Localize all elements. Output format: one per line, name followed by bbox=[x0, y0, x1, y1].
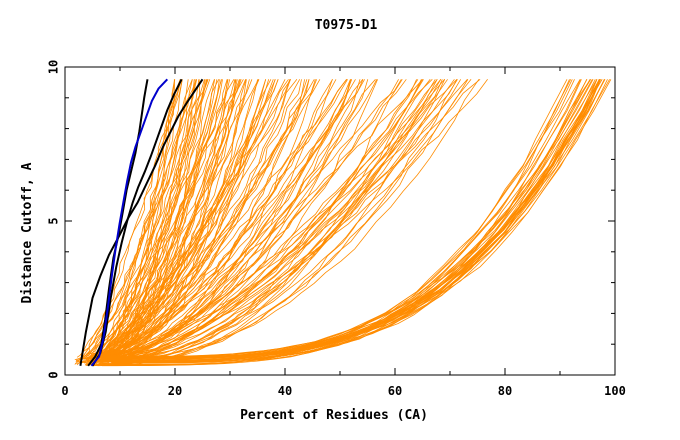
series-line bbox=[105, 79, 276, 356]
series-line bbox=[93, 79, 347, 361]
series-line bbox=[106, 79, 468, 358]
x-tick-label: 40 bbox=[278, 384, 292, 398]
series-line bbox=[99, 79, 591, 357]
highlight-line-4 bbox=[90, 78, 169, 367]
series-line bbox=[107, 79, 423, 360]
series-line bbox=[97, 79, 291, 358]
series-line bbox=[91, 79, 259, 360]
series-line bbox=[94, 78, 481, 359]
series-line bbox=[102, 79, 488, 362]
series-line bbox=[112, 79, 352, 364]
highlighted-lines bbox=[79, 78, 204, 367]
series-line bbox=[96, 79, 364, 366]
x-tick-label: 80 bbox=[498, 384, 512, 398]
series-line bbox=[100, 79, 402, 366]
x-tick-label: 20 bbox=[168, 384, 182, 398]
plot-lines bbox=[74, 78, 612, 367]
series-line bbox=[97, 79, 351, 358]
highlight-line-1 bbox=[87, 79, 149, 367]
series-line bbox=[112, 79, 598, 361]
series-line bbox=[103, 79, 364, 358]
series-line bbox=[108, 79, 442, 361]
series-line bbox=[93, 79, 274, 362]
y-axis-label: Distance Cutoff, A bbox=[20, 162, 35, 303]
series-line bbox=[102, 79, 365, 362]
axis-ticks: 0 20 40 60 80 100 0 5 10 bbox=[47, 60, 626, 398]
series-line bbox=[100, 79, 448, 365]
highlight-line-3 bbox=[79, 78, 204, 366]
y-tick-label: 5 bbox=[47, 217, 61, 224]
series-line bbox=[101, 79, 348, 361]
series-line bbox=[104, 79, 593, 360]
series-line bbox=[117, 79, 573, 362]
series-line bbox=[93, 79, 176, 360]
series-line bbox=[113, 79, 407, 361]
x-tick-label: 0 bbox=[61, 384, 68, 398]
series-line bbox=[109, 79, 348, 363]
x-tick-label: 100 bbox=[604, 384, 626, 398]
series-line bbox=[103, 79, 592, 359]
series-line bbox=[105, 79, 244, 354]
series-line bbox=[101, 79, 279, 361]
series-line bbox=[114, 79, 403, 359]
series-line bbox=[114, 79, 598, 363]
series-line bbox=[74, 79, 182, 360]
series-line bbox=[98, 79, 445, 358]
series-line bbox=[106, 79, 436, 360]
series-line bbox=[105, 79, 399, 363]
series-line bbox=[93, 79, 242, 356]
series-line bbox=[107, 79, 606, 365]
series-line bbox=[91, 79, 417, 360]
series-line bbox=[92, 79, 301, 359]
series-line bbox=[90, 79, 321, 358]
y-tick-label: 10 bbox=[47, 60, 61, 74]
series-line bbox=[93, 79, 241, 355]
x-tick-label: 60 bbox=[388, 384, 402, 398]
series-line bbox=[99, 79, 291, 358]
y-tick-label: 0 bbox=[47, 371, 61, 378]
x-axis-label: Percent of Residues (CA) bbox=[240, 408, 428, 423]
series-line bbox=[76, 79, 181, 366]
series-line bbox=[83, 79, 220, 360]
chart-title: T0975-D1 bbox=[315, 18, 378, 33]
series-line bbox=[107, 79, 361, 360]
highlight-line-2 bbox=[91, 78, 183, 367]
series-line bbox=[114, 79, 600, 358]
series-line bbox=[101, 79, 315, 362]
